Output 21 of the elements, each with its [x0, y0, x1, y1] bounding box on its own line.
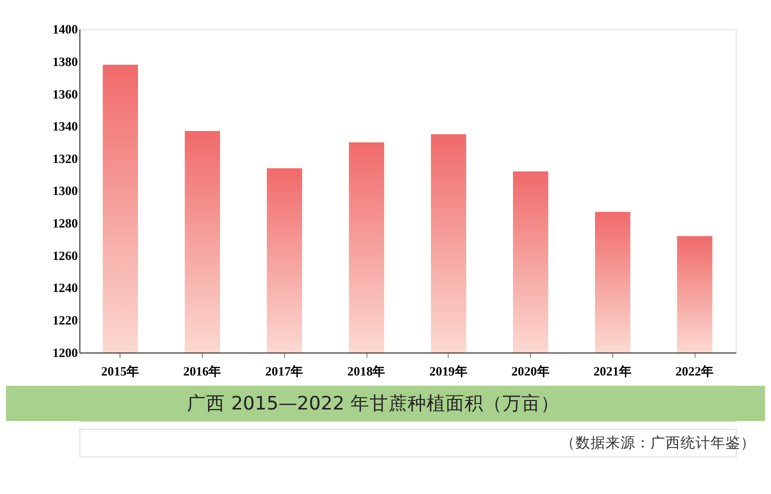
x-tick-label: 2016年 [183, 364, 222, 378]
x-tick-label: 2022年 [675, 364, 714, 378]
y-tick-label: 1220 [52, 314, 78, 328]
x-tick-label: 2018年 [347, 364, 386, 378]
y-tick-label: 1240 [52, 281, 78, 296]
x-tick-label: 2019年 [429, 364, 468, 378]
text: （数据来源：广西统计年鉴） [560, 434, 756, 452]
y-tick-label: 1280 [52, 216, 78, 231]
y-tick-label: 1360 [52, 87, 78, 102]
text: 广西 2015—2022 年甘蔗种植面积（万亩） [187, 392, 560, 414]
x-tick-label: 2017年 [265, 364, 304, 378]
x-tick-label: 2020年 [511, 364, 550, 378]
y-tick-label: 1260 [52, 248, 78, 263]
y-tick-label: 1400 [52, 22, 78, 37]
x-tick-label: 2021年 [593, 364, 632, 378]
x-tick-label: 2015年 [101, 364, 140, 378]
y-tick-label: 1300 [52, 184, 78, 198]
y-tick-label: 1340 [52, 120, 78, 134]
y-tick-label: 1200 [52, 346, 78, 360]
y-tick-label: 1320 [52, 152, 78, 166]
y-tick-label: 1380 [52, 54, 78, 69]
